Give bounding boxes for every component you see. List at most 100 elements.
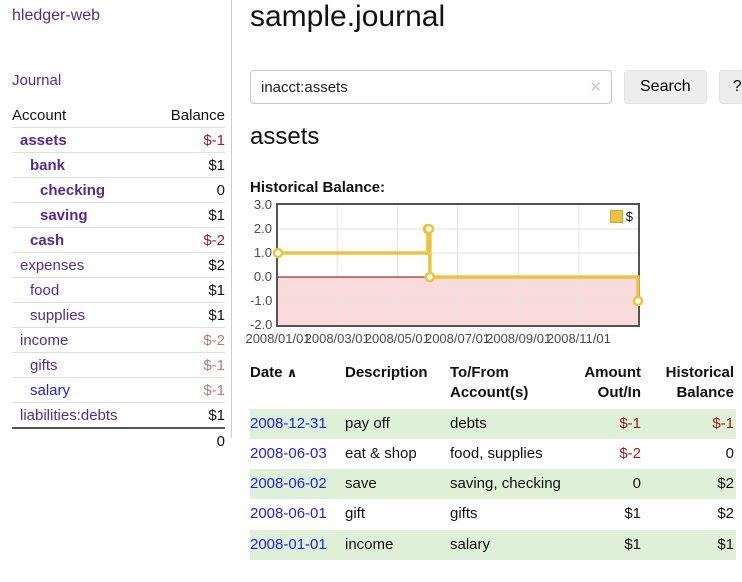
- account-balance: $1: [152, 402, 225, 428]
- account-link-food[interactable]: food: [30, 282, 60, 299]
- account-row-assets: assets $-1: [12, 127, 225, 153]
- register-row: 2008-06-01 gift gifts $1 $2: [250, 499, 736, 529]
- search-button[interactable]: Search: [624, 70, 707, 104]
- header-accounts[interactable]: To/From Account(s): [450, 364, 529, 402]
- legend-swatch-icon: [609, 210, 623, 223]
- transaction-balance: $2: [717, 505, 734, 523]
- register-table: Date ∧ Description To/From Account(s) Am…: [250, 358, 736, 560]
- header-balance[interactable]: Historical Balance: [665, 364, 734, 402]
- header-amount[interactable]: Amount Out/In: [584, 364, 641, 402]
- total-balance: 0: [152, 427, 225, 453]
- account-balance: $-2: [152, 227, 225, 253]
- account-balance: $-1: [152, 377, 225, 403]
- account-link-assets[interactable]: assets: [20, 132, 67, 149]
- transaction-description: eat & shop: [345, 444, 417, 462]
- chart-plot: $: [272, 203, 644, 327]
- page-title: sample.journal: [250, 0, 446, 33]
- y-axis-tick-label: 1.0: [253, 245, 272, 260]
- transaction-amount: $1: [624, 535, 641, 553]
- help-button[interactable]: ?: [718, 70, 742, 104]
- account-row-checking: checking 0: [12, 177, 225, 203]
- transaction-date-link[interactable]: 2008-06-03: [250, 444, 327, 462]
- account-row-food: food $1: [12, 277, 225, 303]
- account-link-salary[interactable]: salary: [30, 382, 71, 399]
- transaction-description: gift: [345, 505, 366, 523]
- account-row-salary: salary $-1: [12, 377, 225, 403]
- transaction-balance: $1: [717, 535, 734, 553]
- y-axis-tick-label: 3.0: [253, 197, 272, 212]
- transaction-balance: $-1: [712, 414, 734, 432]
- y-axis-tick-label: 2.0: [253, 221, 272, 236]
- account-column-header: Account: [12, 107, 67, 124]
- transaction-date-link[interactable]: 2008-06-02: [250, 475, 327, 492]
- transaction-description: income: [345, 535, 394, 553]
- account-link-expenses[interactable]: expenses: [20, 257, 85, 274]
- account-page-title: assets: [250, 123, 320, 150]
- account-balance: $2: [152, 252, 225, 278]
- account-balance: $-2: [152, 327, 225, 353]
- sidebar: hledger-web Journal Account Balance asse…: [0, 0, 232, 582]
- chart-legend: $: [607, 208, 635, 225]
- balance-column-header: Balance: [170, 107, 225, 124]
- account-link-liabilities-debts[interactable]: liabilities:debts: [20, 407, 118, 424]
- sidebar-divider: [231, 0, 232, 438]
- balance-chart: $ 3.0 2.0 1.0 0.0 -1.0 -2.0 2008/01/01 2008/03/…: [245, 197, 736, 350]
- transaction-date-link[interactable]: 2008-01-01: [250, 535, 327, 553]
- account-link-bank[interactable]: bank: [30, 157, 66, 174]
- clear-search-icon[interactable]: ✕: [589, 79, 602, 96]
- legend-label: $: [625, 209, 633, 224]
- transaction-date-link[interactable]: 2008-06-01: [250, 505, 327, 523]
- account-balance: $1: [152, 277, 225, 303]
- header-date[interactable]: Date ∧: [250, 364, 298, 381]
- account-row-supplies: supplies $1: [12, 302, 225, 328]
- account-row-expenses: expenses $2: [12, 252, 225, 278]
- header-description[interactable]: Description: [345, 364, 428, 381]
- account-balance: $-1: [152, 127, 225, 153]
- account-link-income[interactable]: income: [20, 332, 69, 349]
- account-link-saving[interactable]: saving: [40, 207, 88, 224]
- transaction-amount: $1: [624, 505, 641, 523]
- x-axis-tick-label: 2008/05/01: [364, 331, 430, 346]
- register-row: 2008-06-03 eat & shop food, supplies $-2…: [250, 439, 736, 469]
- register-row: 2008-12-31 pay off debts $-1 $-1: [250, 408, 736, 439]
- account-balance: $1: [152, 302, 225, 328]
- account-row-cash: cash $-2: [12, 227, 225, 253]
- transaction-amount: $-1: [619, 414, 641, 432]
- account-table-header: Account Balance: [12, 103, 225, 128]
- search-input[interactable]: [250, 70, 612, 104]
- y-axis-tick-label: -1.0: [250, 293, 273, 308]
- account-balance: 0: [152, 177, 225, 203]
- account-balance: $1: [152, 202, 225, 228]
- account-link-checking[interactable]: checking: [40, 182, 106, 199]
- transaction-description: save: [345, 475, 377, 492]
- app-title-link[interactable]: hledger-web: [12, 7, 101, 24]
- transaction-description: pay off: [345, 414, 390, 432]
- search-box: ✕: [250, 70, 612, 104]
- account-link-cash[interactable]: cash: [30, 232, 65, 249]
- transaction-accounts: debts: [450, 414, 487, 432]
- transaction-balance: $2: [717, 475, 734, 492]
- transaction-accounts: gifts: [450, 505, 478, 523]
- x-axis-tick-label: 2008/01/01: [245, 331, 311, 346]
- sort-asc-icon: ∧: [286, 365, 298, 380]
- transaction-amount: 0: [632, 475, 641, 492]
- x-axis-tick-label: 2008/11/01: [546, 331, 611, 346]
- chart-title: Historical Balance:: [250, 179, 386, 196]
- transaction-accounts: food, supplies: [450, 444, 543, 462]
- transaction-balance: 0: [725, 444, 734, 462]
- account-link-gifts[interactable]: gifts: [30, 357, 58, 374]
- account-balance: $-1: [152, 352, 225, 378]
- account-row-gifts: gifts $-1: [12, 352, 225, 378]
- transaction-accounts: saving, checking: [450, 475, 561, 492]
- search-form: ✕ Search ?: [250, 70, 742, 104]
- y-axis-tick-label: -2.0: [250, 317, 273, 332]
- x-axis-tick-label: 2008/07/01: [424, 331, 491, 346]
- register-header-row: Date ∧ Description To/From Account(s) Am…: [250, 358, 736, 409]
- account-total-row: 0: [12, 427, 225, 453]
- journal-link[interactable]: Journal: [12, 72, 62, 89]
- account-row-saving: saving $1: [12, 202, 225, 228]
- account-link-supplies[interactable]: supplies: [30, 307, 86, 324]
- x-axis-tick-label: 2008/09/01: [486, 331, 552, 346]
- register-row: 2008-06-02 save saving, checking 0 $2: [250, 469, 736, 500]
- transaction-date-link[interactable]: 2008-12-31: [250, 414, 327, 432]
